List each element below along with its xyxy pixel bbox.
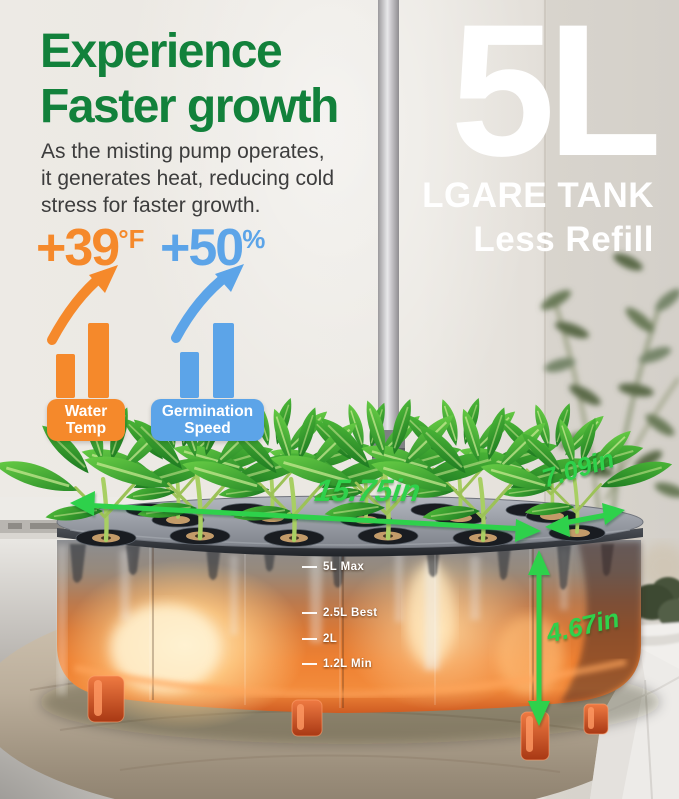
water-level-mark: 1.2L Min [302,658,372,670]
dimension-label-width: 15.75in [312,473,423,508]
stat-unit: °F [118,224,145,254]
germination-speed-badge: Germination Speed [151,399,264,441]
body-copy: As the misting pump operates, it generat… [41,140,335,217]
headline-line-1: Experience [40,25,283,78]
water-level-mark: 2L [302,633,337,645]
capacity-value: 5L [450,0,662,195]
stat-number: +50 [160,219,244,277]
tank-leg [87,675,609,761]
capacity-caption-1: LGARE TANK [422,176,654,215]
page-title: Experience Faster growth [40,24,339,134]
water-level-mark: 5L Max [302,561,364,573]
water-level-mark: 2.5L Best [302,607,378,619]
stat-unit: % [242,224,266,254]
stat-number: +39 [36,219,120,277]
capacity-callout: 5L LGARE TANK Less Refill [422,0,662,262]
level-tick [302,637,317,641]
light-pole [372,0,405,464]
trend-up-chart-icon [171,264,244,398]
level-tick [302,662,317,666]
water-temp-stat: +39 °F [36,219,145,277]
headline-line-2: Faster growth [40,80,339,133]
water-temp-badge: Water Temp [47,399,125,441]
germination-stat: +50 % [160,219,266,277]
capacity-caption-2: Less Refill [473,220,654,259]
level-tick [302,565,317,569]
dimension-arrows [70,491,625,726]
level-tick [302,611,317,615]
trend-up-chart-icon [47,265,118,398]
